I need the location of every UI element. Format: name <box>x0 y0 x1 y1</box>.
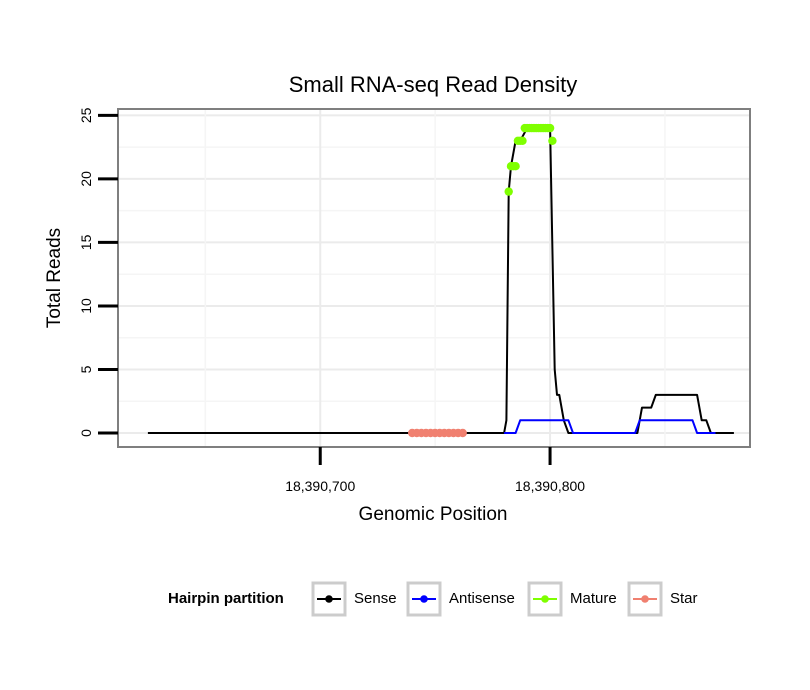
y-tick-label: 5 <box>78 365 94 373</box>
x-axis-title: Genomic Position <box>359 504 508 525</box>
y-tick-label: 20 <box>78 171 94 187</box>
legend-key-point <box>541 595 549 603</box>
chart-title: Small RNA-seq Read Density <box>289 72 578 97</box>
legend-key-point <box>420 595 428 603</box>
legend-entry-sense: Sense <box>311 581 397 617</box>
y-axis-title: Total Reads <box>44 228 65 328</box>
axis-layer: 0 5 10 15 20 25 18,390,700 18,390,800 <box>78 107 585 494</box>
point-mature <box>511 162 520 171</box>
legend-entry-antisense: Antisense <box>406 581 515 617</box>
legend-key-point <box>641 595 649 603</box>
legend: Hairpin partition Sense Antisense Mature St… <box>168 581 698 617</box>
y-tick-label: 10 <box>78 298 94 314</box>
legend-title: Hairpin partition <box>168 590 284 607</box>
legend-entry-star: Star <box>627 581 698 617</box>
legend-entry-mature: Mature <box>527 581 617 617</box>
legend-label: Sense <box>354 590 397 607</box>
point-mature <box>548 136 557 145</box>
series-line-antisense <box>504 419 716 434</box>
grid-layer <box>118 109 750 447</box>
y-tick-label: 0 <box>78 429 94 437</box>
y-tick-label: 25 <box>78 107 94 123</box>
x-tick-label: 18,390,800 <box>515 478 585 494</box>
point-mature <box>518 136 527 145</box>
plot-panel-border <box>117 108 751 448</box>
legend-label: Star <box>670 590 698 607</box>
legend-label: Antisense <box>449 590 515 607</box>
x-tick-label: 18,390,700 <box>285 478 355 494</box>
series-points-star <box>408 428 467 438</box>
legend-label: Mature <box>570 590 617 607</box>
series-line-sense <box>147 127 734 434</box>
point-star <box>458 428 467 438</box>
legend-entries: Sense Antisense Mature Star <box>311 581 698 617</box>
series-layer <box>147 123 734 438</box>
series-points-mature <box>504 123 557 196</box>
y-tick-label: 15 <box>78 234 94 250</box>
legend-key-point <box>325 595 333 603</box>
point-mature <box>545 123 555 133</box>
point-mature <box>504 187 513 196</box>
